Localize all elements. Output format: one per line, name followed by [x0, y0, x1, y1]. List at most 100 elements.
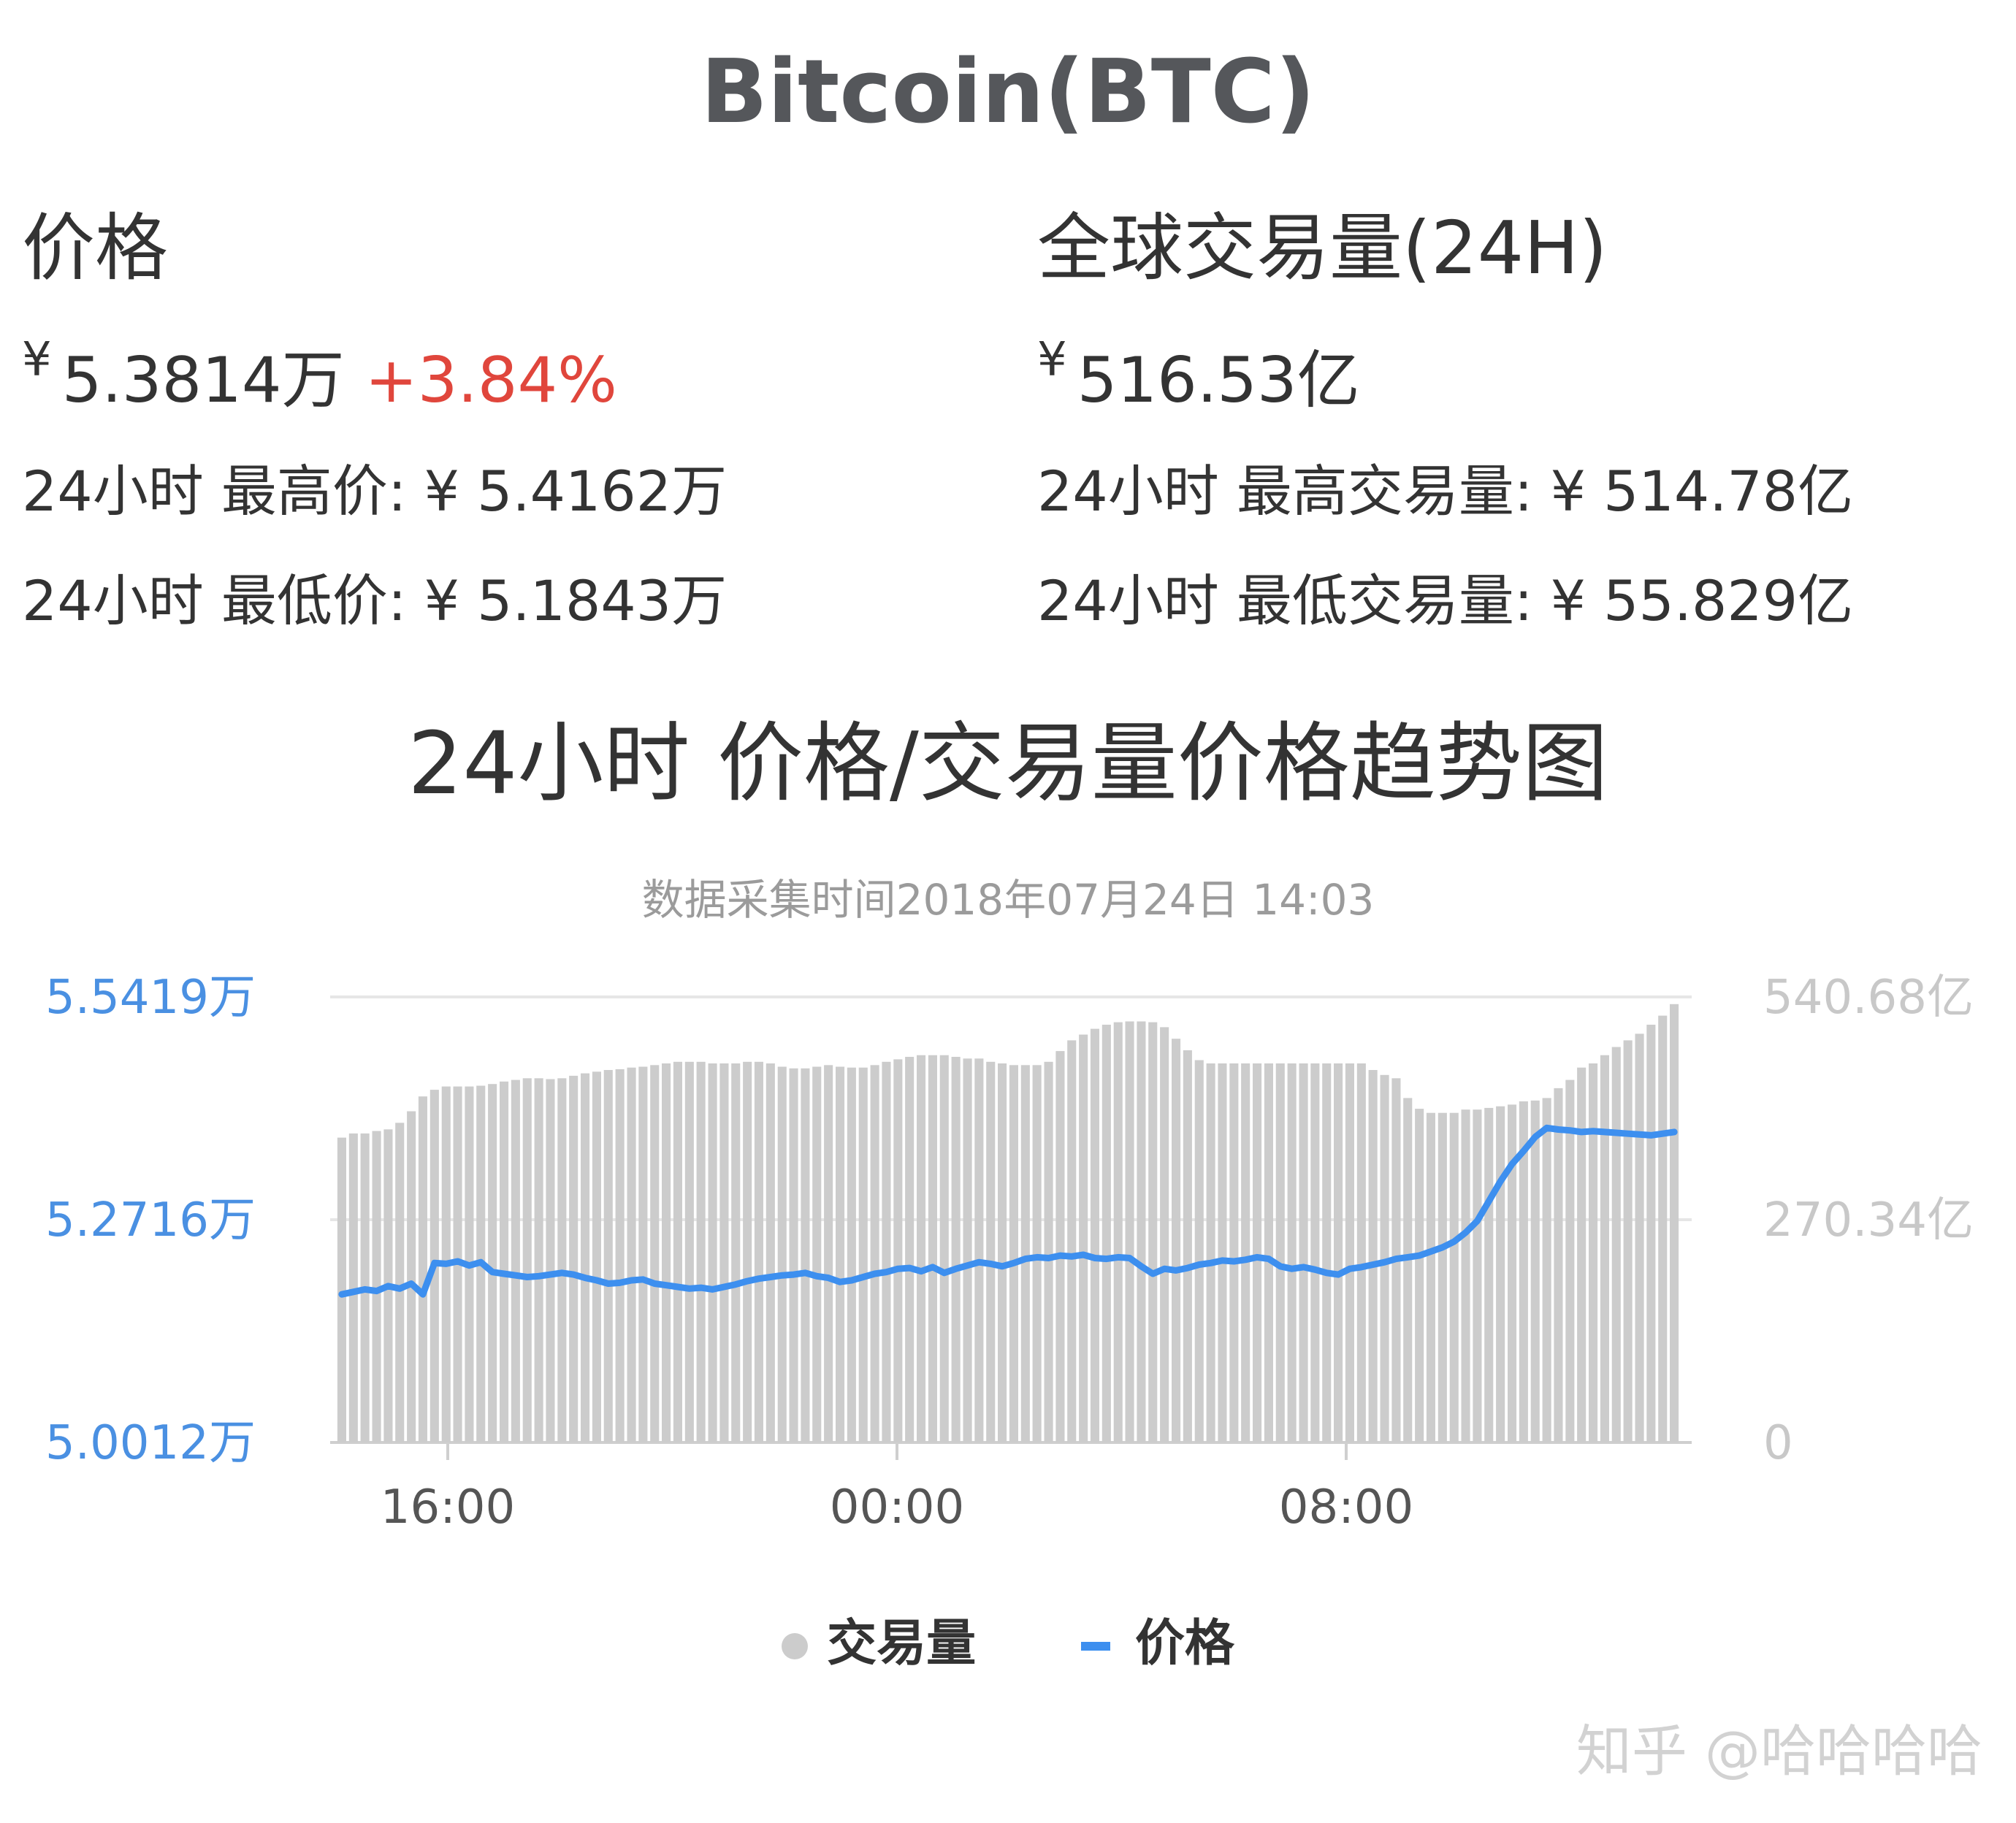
volume-bar — [662, 1063, 671, 1442]
volume-bar — [615, 1069, 625, 1442]
volume-bar — [348, 1133, 358, 1442]
price-change: +3.84% — [364, 344, 617, 417]
volume-bar — [939, 1055, 949, 1442]
price-line — [338, 1124, 1678, 1298]
price-low: 24小时 最低价: ¥ 5.1843万 — [22, 568, 728, 633]
y-left-tick-label: 5.0012万 — [45, 1416, 256, 1470]
volume-bar — [824, 1065, 833, 1442]
volume-bar — [696, 1061, 706, 1442]
volume-bar — [1356, 1063, 1366, 1442]
y-right-tick-label: 0 — [1763, 1416, 1793, 1470]
volume-bar — [1009, 1065, 1018, 1442]
volume-value: 516.53亿 — [1077, 344, 1360, 417]
volume-bar — [581, 1073, 590, 1442]
volume-bar — [1554, 1088, 1563, 1442]
volume-bar — [1623, 1040, 1633, 1442]
volume-bar — [1206, 1063, 1215, 1442]
volume-currency: ¥ — [1037, 333, 1067, 387]
volume-bar — [684, 1061, 694, 1442]
volume-bar — [1415, 1109, 1424, 1442]
price-value: 5.3814万 — [61, 344, 345, 417]
y-right-tick-label: 540.68亿 — [1763, 971, 1974, 1025]
volume-bar — [777, 1066, 787, 1442]
volume-bar — [1565, 1079, 1575, 1442]
volume-bar — [974, 1058, 984, 1442]
legend-price-label: 价格 — [1134, 1615, 1234, 1673]
volume-bar — [638, 1066, 648, 1442]
volume-bar — [1090, 1028, 1099, 1442]
volume-bar — [511, 1079, 520, 1442]
chart-legend: 交易量 价格 — [0, 1614, 2016, 1674]
volume-bar — [1101, 1025, 1111, 1442]
price-label: 价格 — [22, 205, 168, 291]
volume-bar — [418, 1096, 427, 1442]
volume-bar — [1148, 1022, 1158, 1442]
volume-bar — [1160, 1027, 1169, 1442]
volume-bar — [1577, 1067, 1587, 1442]
legend-item-volume[interactable]: 交易量 — [782, 1614, 976, 1674]
volume-bar — [1229, 1063, 1239, 1442]
chart-title: 24小时 价格/交易量价格趋势图 — [408, 713, 1608, 814]
volume-bar — [1508, 1104, 1517, 1442]
volume-bar — [395, 1123, 405, 1442]
volume-bar — [836, 1066, 845, 1442]
volume-bar — [372, 1131, 381, 1442]
volume-bar — [500, 1081, 509, 1442]
volume-bar — [1079, 1034, 1088, 1442]
volume-bar — [650, 1065, 660, 1442]
volume-bar — [337, 1137, 346, 1442]
volume-bar — [488, 1084, 497, 1442]
volume-bar — [407, 1111, 416, 1442]
volume-bar — [812, 1066, 822, 1442]
volume-bar — [1194, 1060, 1204, 1442]
volume-bar — [1241, 1063, 1251, 1442]
volume-bar — [1530, 1100, 1540, 1442]
volume-bar — [1473, 1109, 1482, 1442]
volume-bar — [1055, 1051, 1065, 1442]
volume-bar — [1589, 1063, 1598, 1442]
volume-bar — [1426, 1112, 1435, 1442]
volume-bar — [1611, 1047, 1621, 1442]
y-left-tick-label: 5.5419万 — [45, 971, 256, 1025]
volume-low: 24小时 最低交易量: ¥ 55.829亿 — [1037, 568, 1854, 633]
volume-bar — [1183, 1050, 1192, 1442]
volume-bar — [1044, 1061, 1053, 1442]
volume-bar — [1403, 1098, 1413, 1442]
volume-bar — [963, 1058, 972, 1442]
y-right-tick-label: 270.34亿 — [1763, 1193, 1974, 1247]
volume-bar — [882, 1061, 891, 1442]
volume-bar — [534, 1078, 543, 1442]
volume-bar — [858, 1067, 868, 1442]
volume-bar — [557, 1078, 567, 1442]
legend-item-price[interactable]: 价格 — [1080, 1614, 1234, 1674]
volume-bar — [1542, 1098, 1551, 1442]
volume-bar — [1496, 1106, 1505, 1442]
volume-bar — [754, 1061, 763, 1442]
volume-bar — [1032, 1065, 1042, 1442]
y-left-tick-label: 5.2716万 — [45, 1193, 256, 1247]
volume-bar — [1264, 1063, 1273, 1442]
volume-bar — [1461, 1109, 1470, 1442]
volume-bar — [893, 1059, 903, 1442]
page-title: Bitcoin(BTC) — [700, 42, 1316, 143]
volume-bar — [1635, 1033, 1644, 1442]
price-high: 24小时 最高价: ¥ 5.4162万 — [22, 459, 728, 524]
volume-bar — [1067, 1040, 1077, 1442]
legend-volume-label: 交易量 — [827, 1615, 977, 1673]
volume-bar — [1218, 1063, 1227, 1442]
volume-bar — [592, 1071, 601, 1442]
volume-bar — [522, 1078, 532, 1442]
volume-bar — [998, 1063, 1007, 1442]
volume-bar — [1125, 1021, 1134, 1442]
volume-bar — [719, 1063, 729, 1442]
volume-bar — [1275, 1063, 1285, 1442]
volume-bar — [1172, 1039, 1181, 1442]
volume-bar — [951, 1057, 961, 1442]
volume-bar — [905, 1057, 915, 1442]
volume-bar — [1137, 1021, 1146, 1442]
volume-high: 24小时 最高交易量: ¥ 514.78亿 — [1037, 459, 1854, 524]
volume-bar — [765, 1063, 775, 1442]
volume-bar — [928, 1055, 937, 1442]
volume-bar — [1345, 1063, 1354, 1442]
volume-bar — [603, 1070, 613, 1442]
